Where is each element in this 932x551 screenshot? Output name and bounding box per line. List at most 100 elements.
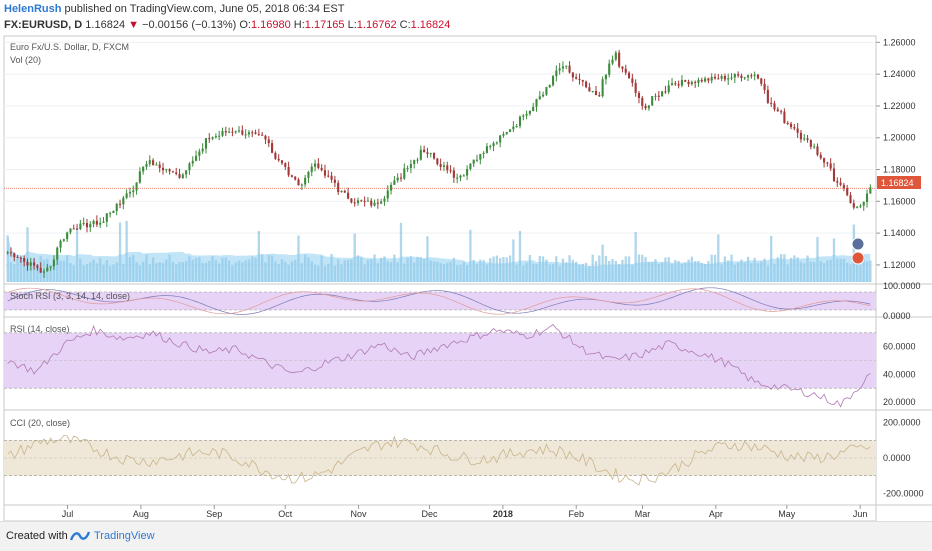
candle-body	[99, 222, 102, 225]
author-link[interactable]: HelenRush	[4, 3, 62, 15]
candle-body	[839, 182, 842, 185]
time-tick-label: Jun	[853, 509, 868, 519]
time-tick-label: Dec	[422, 509, 439, 519]
candle-body	[713, 76, 717, 79]
candle-body	[429, 152, 432, 154]
candle-body	[542, 94, 545, 97]
candle-body	[148, 160, 151, 164]
candle-body	[142, 166, 145, 172]
chart-canvas[interactable]: 100.0000 0.0000 60.0000 40.0000 20.0000 200.0…	[0, 0, 932, 521]
candle-body	[823, 158, 826, 163]
candle-body	[641, 97, 644, 106]
candle-body	[730, 77, 733, 79]
candle-body	[561, 66, 565, 69]
candle-body	[578, 78, 581, 80]
time-tick-label: Nov	[351, 509, 368, 519]
candle-body	[304, 177, 307, 185]
candle-body	[320, 167, 323, 171]
candle-body	[194, 155, 198, 161]
candle-body	[178, 174, 181, 178]
candle-body	[105, 213, 108, 222]
tradingview-link[interactable]: TradingView	[94, 530, 155, 542]
candle-body	[469, 163, 472, 170]
candle-body	[627, 72, 631, 79]
candle-body	[380, 201, 383, 204]
candle-body	[601, 79, 604, 97]
candle-body	[733, 74, 736, 78]
time-tick-label: May	[778, 509, 796, 519]
candle-body	[856, 206, 859, 208]
cci-tick-label: 200.0000	[883, 418, 921, 428]
candle-body	[809, 139, 812, 147]
candle-body	[132, 190, 135, 193]
candle-body	[548, 85, 551, 88]
candle-body	[234, 131, 237, 133]
candle-body	[158, 164, 161, 168]
price-change: −0.00156 (−0.13%)	[142, 19, 237, 31]
candle-body	[760, 78, 763, 84]
time-tick-label: Mar	[635, 509, 651, 519]
candle-body	[677, 84, 680, 86]
candle-body	[492, 143, 495, 147]
volume-bar	[512, 239, 515, 282]
candle-body	[684, 80, 687, 82]
candle-body	[237, 130, 241, 132]
rsi-tick-label: 60.0000	[883, 342, 916, 352]
candle-body	[614, 52, 617, 60]
volume-bar	[634, 231, 637, 282]
candle-body	[390, 184, 393, 191]
candle-body	[175, 172, 178, 175]
rsi-title: RSI (14, close)	[10, 324, 70, 334]
candle-body	[59, 240, 62, 248]
candle-body	[846, 188, 849, 196]
candle-body	[505, 131, 508, 134]
candle-body	[651, 96, 654, 106]
candle-body	[832, 168, 836, 182]
candle-body	[300, 184, 303, 186]
flag-marker-icon[interactable]	[851, 251, 865, 265]
high-label: H:	[293, 19, 305, 31]
candle-body	[773, 103, 776, 110]
price-tick-label: 1.20000	[883, 133, 916, 143]
candle-body	[386, 190, 389, 199]
candle-body	[515, 126, 518, 128]
candle-body	[294, 176, 297, 180]
candle-body	[152, 160, 155, 166]
tradingview-logo-icon	[70, 531, 90, 541]
volume-bar	[125, 220, 128, 282]
candle-body	[274, 152, 277, 159]
candle-body	[654, 95, 657, 97]
candle-body	[585, 81, 588, 88]
price-tick-label: 1.24000	[883, 69, 916, 79]
candle-body	[512, 126, 515, 130]
candle-body	[475, 159, 479, 161]
volume-title: Vol (20)	[10, 55, 41, 65]
candle-body	[727, 78, 730, 80]
candle-body	[594, 91, 598, 96]
candle-body	[624, 68, 627, 73]
event-marker-icon[interactable]	[851, 237, 865, 251]
candle-body	[66, 232, 69, 240]
candle-body	[221, 131, 224, 136]
volume-bar	[869, 260, 872, 282]
cci-tick-label: -200.0000	[883, 488, 924, 498]
candle-body	[406, 168, 409, 170]
candle-body	[813, 146, 816, 148]
time-tick-label: 2018	[493, 509, 513, 519]
candle-body	[356, 200, 360, 203]
publisher-line: HelenRush published on TradingView.com, …	[4, 3, 344, 15]
symbol-line: FX:EURUSD, D 1.16824 ▼ −0.00156 (−0.13%)…	[4, 19, 450, 31]
candle-body	[509, 129, 512, 132]
candle-body	[257, 133, 260, 135]
candle-body	[482, 152, 485, 155]
candle-body	[310, 166, 313, 172]
candle-body	[690, 81, 693, 85]
candle-body	[432, 152, 436, 159]
time-tick-label: Oct	[278, 509, 293, 519]
candle-body	[644, 105, 647, 109]
candle-body	[69, 228, 72, 233]
candle-body	[201, 148, 204, 152]
candle-body	[485, 146, 488, 153]
candle-body	[287, 167, 290, 176]
candle-body	[118, 203, 122, 205]
